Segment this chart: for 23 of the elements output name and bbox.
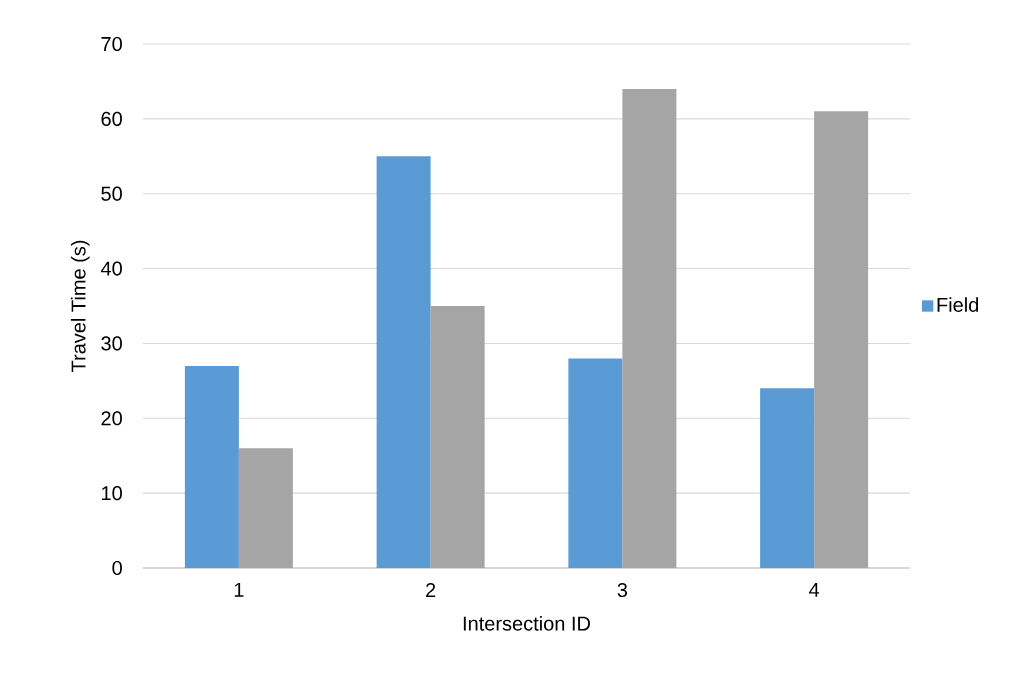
y-tick-label: 50 (101, 186, 122, 201)
bar (622, 88, 677, 568)
y-tick-label: 30 (101, 336, 122, 351)
x-tick-label: 4 (809, 582, 820, 597)
x-tick-label: 1 (234, 582, 244, 597)
bar (238, 448, 293, 568)
x-tick-label: 3 (617, 582, 628, 598)
bar (814, 111, 869, 568)
x-axis-title: Intersection ID (463, 616, 590, 631)
bar (568, 358, 623, 568)
y-tick-label: 70 (101, 36, 122, 52)
y-tick-label: 40 (100, 261, 122, 276)
y-axis-title: Travel Time (s) (70, 240, 90, 373)
y-tick-label: 10 (102, 486, 122, 501)
x-tick-label: 2 (426, 582, 436, 597)
bar (760, 388, 815, 568)
bar (184, 365, 239, 568)
bar (430, 305, 485, 568)
bar (376, 156, 431, 568)
y-tick-label: 60 (101, 111, 122, 126)
y-tick-label: 20 (101, 411, 122, 426)
y-tick-label: 0 (112, 560, 122, 576)
legend-label: Field (937, 297, 979, 312)
